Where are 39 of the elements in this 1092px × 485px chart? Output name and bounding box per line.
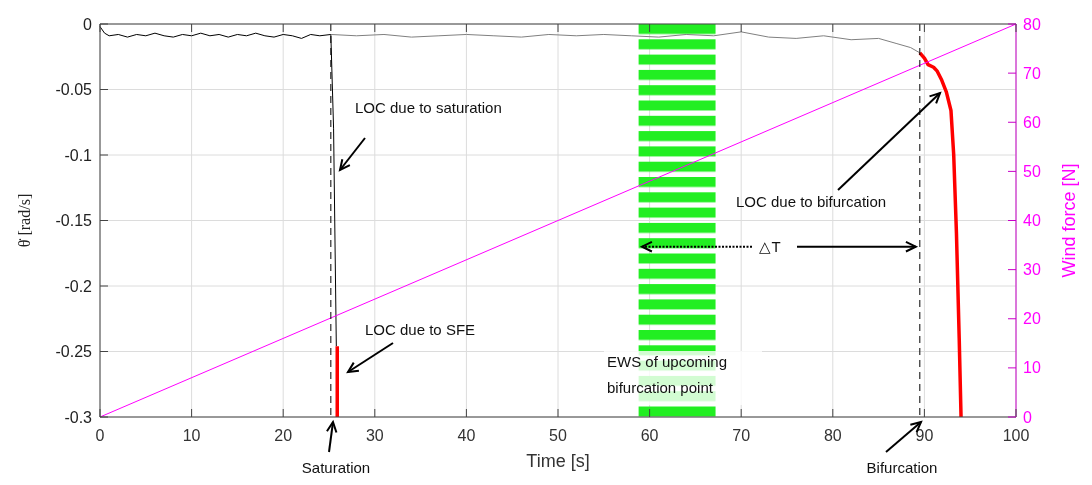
y2-tick-label: 50 (1023, 162, 1041, 180)
annotation: △T (759, 237, 781, 255)
y-tick-label: -0.25 (55, 343, 93, 361)
x-tick-label: 100 (1002, 427, 1030, 444)
y2-axis-title: Wind force [N] (1059, 163, 1079, 278)
x-tick-label: 50 (549, 427, 567, 444)
x-tick-label: 30 (365, 427, 384, 444)
text: Bifurcation (866, 459, 938, 476)
y-tick-label: -0.2 (64, 277, 93, 295)
x-tick-label: 90 (915, 427, 934, 444)
annotation: LOC due to SFE (365, 321, 476, 338)
x-tick-label: 0 (95, 427, 105, 444)
y-axis-title: θ̇ [rad/s] (16, 193, 33, 248)
annotation: LOC due to bifurcation (736, 193, 887, 210)
x-tick-label: 70 (732, 427, 751, 444)
y-tick-label: -0.15 (55, 212, 93, 230)
line-series (330, 31, 921, 54)
x-tick-label: 60 (640, 427, 659, 444)
y-tick-label: 0 (83, 15, 93, 33)
y2-tick-label: 20 (1023, 310, 1041, 328)
y-tick-label: -0.05 (55, 81, 93, 99)
annotation: LOC due to saturation (355, 99, 502, 116)
y2-tick-label: 70 (1023, 64, 1041, 82)
y-tick-label: -0.3 (64, 408, 93, 426)
line-series (918, 51, 963, 419)
y-tick-label: -0.1 (64, 146, 93, 164)
y2-tick-label: 40 (1023, 212, 1041, 230)
text: Saturation (301, 459, 371, 476)
y2-tick-label: 0 (1023, 408, 1032, 426)
y2-tick-label: 10 (1023, 359, 1041, 377)
y2-tick-label: 30 (1023, 261, 1041, 279)
y2-tick-label: 60 (1023, 113, 1041, 131)
x-axis-title: Time [s] (526, 451, 590, 471)
x-tick-label: 10 (182, 427, 201, 444)
x-tick-label: 80 (823, 427, 842, 444)
x-tick-label: 20 (274, 427, 293, 444)
annotation: EWS of upcoming bifurcation point (607, 353, 728, 396)
y2-tick-label: 80 (1023, 15, 1041, 33)
x-tick-label: 40 (457, 427, 476, 444)
